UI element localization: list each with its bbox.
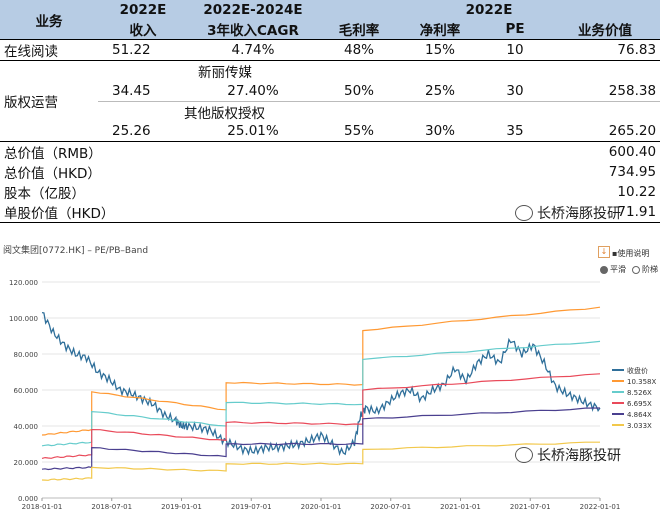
table-header-row-1: 业务 2022E 2022E-2024E 2022E [0, 0, 660, 40]
y-tick-label: 120.000 [9, 279, 38, 287]
y-tick-label: 20.000 [14, 459, 39, 467]
band-line-4-864X [41, 407, 601, 471]
total-rmb-label: 总价值（RMB） [4, 146, 102, 162]
band-line-8-526X [41, 340, 601, 447]
valuation-table: 业务 2022E 2022E-2024E 2022E 收入 3年收入CAGR 毛… [0, 0, 660, 238]
cell-cagr: 4.74% [188, 39, 318, 61]
y-tick-label: 0.000 [18, 495, 38, 503]
cell-cagr: 27.40% [188, 81, 318, 102]
smooth-radio[interactable]: 平滑 [600, 264, 626, 275]
shares-value: 10.22 [617, 184, 657, 200]
x-tick-label: 2020-01-01 [301, 503, 342, 511]
cell-value: 258.38 [550, 81, 660, 102]
help-link[interactable]: ▪使用说明 [612, 248, 649, 259]
cell-gross-margin: 50% [318, 81, 400, 102]
cell-pe: 35 [480, 121, 550, 142]
cell-revenue: 51.22 [98, 39, 188, 61]
x-tick-label: 2022-01-01 [580, 503, 621, 511]
band-line-6-695X [41, 373, 601, 459]
table-row: 版权运营 新丽传媒 [0, 60, 660, 142]
x-tick-label: 2021-07-01 [510, 503, 551, 511]
watermark-text: 长桥海豚投研 [537, 448, 621, 464]
table-row: 总价值（HKD） 734.95 [0, 162, 660, 182]
header-revenue: 收入 [98, 19, 188, 40]
total-hkd-value: 734.95 [608, 164, 657, 180]
total-rmb-value: 600.40 [608, 144, 657, 160]
cell-gross-margin: 55% [318, 121, 400, 142]
cell-cagr: 25.01% [188, 121, 318, 142]
table-row: 其他版权授权 [0, 101, 660, 122]
table-row: 25.26 25.01% 55% 30% 35 265.20 [0, 121, 660, 142]
chart-svg: 0.000 20.000 40.000 60.000 80.000 100.000 120.… [9, 279, 656, 511]
help-icon: ▪ [612, 249, 618, 258]
cell-net-margin: 15% [400, 39, 480, 61]
wechat-icon [515, 447, 533, 463]
header-pe: PE [480, 19, 550, 40]
radio-on-icon [600, 265, 608, 274]
legend-label: 3.033X [627, 422, 652, 430]
band-line-3-033X [41, 441, 600, 481]
table-row: 总价值（RMB） 600.40 [0, 142, 660, 162]
table-row: 股本（亿股） 10.22 [0, 182, 660, 202]
header-2022e-right: 2022E [318, 0, 660, 19]
x-tick-label: 2020-07-01 [370, 503, 411, 511]
total-hkd-label: 总价值（HKD） [4, 166, 101, 182]
close-price-line [41, 311, 601, 457]
cell-pe: 30 [480, 81, 550, 102]
legend-label: 10.358X [627, 378, 656, 386]
x-tick-label: 2018-01-01 [22, 503, 63, 511]
smooth-label: 平滑 [610, 265, 626, 274]
y-tick-label: 60.000 [14, 387, 39, 395]
legend-label: 收盘价 [627, 366, 648, 375]
y-tick-label: 40.000 [14, 423, 39, 431]
header-business: 业务 [0, 0, 98, 40]
watermark-text: 长桥海豚投研 [537, 206, 621, 222]
legend-label: 6.695X [627, 400, 652, 408]
wechat-icon [515, 205, 533, 221]
y-tick-label: 80.000 [14, 351, 39, 359]
x-tick-label: 2019-01-01 [161, 503, 202, 511]
radio-off-icon [632, 265, 640, 274]
shares-label: 股本（亿股） [4, 186, 85, 202]
header-business-value: 业务价值 [550, 19, 660, 40]
pe-band-chart: 阅文集团[0772.HK] – PE/PB–Band ↓ ▪使用说明 平滑 阶梯… [0, 240, 660, 515]
watermark-top: 长桥海豚投研 [515, 203, 621, 223]
x-tick-label: 2019-07-01 [231, 503, 272, 511]
legend-label: 8.526X [627, 389, 652, 397]
legend-label: 4.864X [627, 411, 652, 419]
sub-row-name: 新丽传媒 [198, 65, 252, 81]
table-row: 在线阅读 51.22 4.74% 48% 15% 10 76.83 [0, 39, 660, 61]
per-share-label: 单股价值（HKD） [0, 202, 550, 223]
y-tick-label: 100.000 [9, 315, 38, 323]
cell-value: 265.20 [550, 121, 660, 142]
cell-revenue: 25.26 [98, 121, 188, 142]
row-name: 在线阅读 [0, 39, 98, 61]
table-row: 单股价值（HKD） 71.91 [0, 202, 660, 223]
cell-revenue: 34.45 [98, 81, 188, 102]
row-group-copyright: 版权运营 [0, 60, 98, 142]
cell-value: 76.83 [550, 39, 660, 61]
help-label: 使用说明 [617, 249, 650, 258]
download-icon[interactable]: ↓ [598, 246, 610, 258]
header-cagr: 3年收入CAGR [188, 19, 318, 40]
x-tick-label: 2018-07-01 [91, 503, 132, 511]
cell-gross-margin: 48% [318, 39, 400, 61]
header-gross-margin: 毛利率 [318, 19, 400, 40]
chart-title: 阅文集团[0772.HK] – PE/PB–Band [3, 246, 149, 256]
band-line-10-358X [41, 306, 601, 436]
step-radio[interactable]: 阶梯 [632, 264, 658, 275]
cell-pe: 10 [480, 39, 550, 61]
cell-net-margin: 25% [400, 81, 480, 102]
per-share-value: 71.91 [550, 202, 660, 223]
cell-net-margin: 30% [400, 121, 480, 142]
watermark-bottom: 长桥海豚投研 [515, 445, 621, 465]
table-header-row-2: 收入 3年收入CAGR 毛利率 净利率 PE 业务价值 [0, 19, 660, 40]
header-net-margin: 净利率 [400, 19, 480, 40]
step-label: 阶梯 [642, 265, 658, 274]
table-row: 34.45 27.40% 50% 25% 30 258.38 [0, 81, 660, 102]
sub-row-name: 其他版权授权 [184, 105, 265, 122]
x-tick-label: 2021-01-01 [440, 503, 481, 511]
header-cagr-period: 2022E-2024E [188, 0, 318, 19]
header-2022e: 2022E [98, 0, 188, 19]
